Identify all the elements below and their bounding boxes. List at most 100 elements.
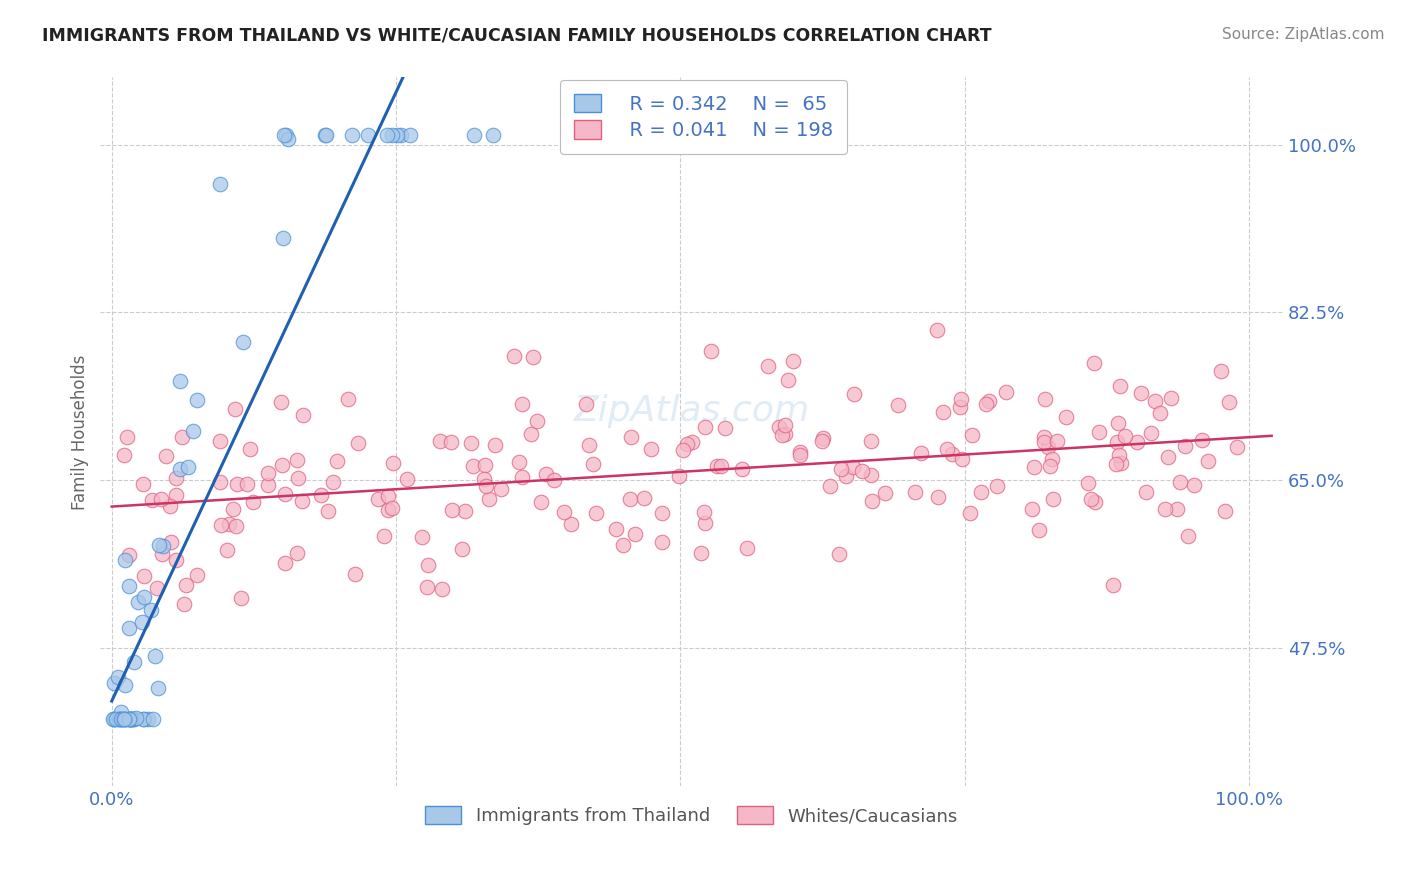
Point xyxy=(1107,417,1129,431)
Point xyxy=(236,476,259,491)
Point xyxy=(134,569,156,583)
Point xyxy=(1144,393,1167,408)
Point xyxy=(681,435,703,450)
Point xyxy=(121,713,143,727)
Point xyxy=(152,539,174,553)
Point xyxy=(429,434,451,449)
Point xyxy=(693,420,716,434)
Point xyxy=(209,517,232,532)
Point xyxy=(950,392,973,407)
Point xyxy=(475,479,498,493)
Point xyxy=(1126,435,1149,450)
Point xyxy=(526,414,548,428)
Point xyxy=(242,495,264,509)
Point xyxy=(224,402,246,417)
Point xyxy=(789,448,811,462)
Point xyxy=(103,713,125,727)
Text: IMMIGRANTS FROM THAILAND VS WHITE/CAUCASIAN FAMILY HOUSEHOLDS CORRELATION CHART: IMMIGRANTS FROM THAILAND VS WHITE/CAUCAS… xyxy=(42,27,991,45)
Point xyxy=(117,430,139,444)
Point xyxy=(132,713,155,727)
Point xyxy=(543,473,565,487)
Point xyxy=(177,459,200,474)
Point xyxy=(1028,523,1050,537)
Point xyxy=(710,458,733,473)
Point xyxy=(387,128,409,142)
Point xyxy=(553,505,575,519)
Point xyxy=(1040,451,1063,466)
Point xyxy=(841,460,863,475)
Point xyxy=(337,392,360,406)
Point xyxy=(770,427,793,442)
Point xyxy=(693,505,716,519)
Point xyxy=(460,436,482,450)
Point xyxy=(148,538,170,552)
Point xyxy=(273,128,295,142)
Point xyxy=(271,458,294,473)
Point xyxy=(970,484,993,499)
Point xyxy=(530,494,553,508)
Point xyxy=(508,455,530,469)
Point xyxy=(1024,460,1046,475)
Point xyxy=(440,435,463,450)
Point xyxy=(534,467,557,481)
Point xyxy=(1149,407,1171,421)
Point xyxy=(103,713,125,727)
Point xyxy=(959,506,981,520)
Point xyxy=(1157,450,1180,464)
Point xyxy=(851,464,873,478)
Point xyxy=(132,477,155,491)
Point xyxy=(114,678,136,692)
Point xyxy=(150,492,173,507)
Point xyxy=(451,542,474,557)
Point xyxy=(142,713,165,727)
Point xyxy=(141,493,163,508)
Point xyxy=(1218,395,1240,409)
Point xyxy=(377,502,399,516)
Point xyxy=(131,615,153,629)
Point xyxy=(859,467,882,482)
Point xyxy=(472,472,495,486)
Point xyxy=(169,462,191,476)
Point xyxy=(1114,428,1136,442)
Point xyxy=(186,392,208,407)
Point xyxy=(1033,430,1056,444)
Point xyxy=(132,713,155,727)
Point xyxy=(1021,502,1043,516)
Point xyxy=(776,373,799,387)
Point xyxy=(582,457,605,471)
Point xyxy=(1209,364,1232,378)
Point xyxy=(620,430,643,444)
Point xyxy=(1032,435,1054,450)
Point xyxy=(209,475,232,490)
Point xyxy=(166,488,188,502)
Point xyxy=(640,442,662,456)
Point xyxy=(862,493,884,508)
Point xyxy=(1166,502,1188,516)
Point xyxy=(375,128,398,142)
Point xyxy=(416,580,439,594)
Point xyxy=(887,398,910,412)
Point xyxy=(155,449,177,463)
Point xyxy=(1135,484,1157,499)
Point xyxy=(314,128,336,142)
Point xyxy=(107,670,129,684)
Point xyxy=(1036,440,1059,454)
Point xyxy=(575,397,598,411)
Point xyxy=(1160,392,1182,406)
Point xyxy=(159,499,181,513)
Point xyxy=(229,591,252,606)
Point xyxy=(1226,440,1249,454)
Point xyxy=(768,419,790,434)
Point xyxy=(1042,492,1064,507)
Point xyxy=(411,530,433,544)
Point xyxy=(842,387,865,401)
Point xyxy=(960,428,983,442)
Point xyxy=(322,475,344,489)
Point xyxy=(110,713,132,727)
Point xyxy=(700,344,723,359)
Point xyxy=(104,713,127,727)
Point xyxy=(112,713,135,727)
Point xyxy=(560,517,582,532)
Point xyxy=(150,547,173,561)
Point xyxy=(146,582,169,596)
